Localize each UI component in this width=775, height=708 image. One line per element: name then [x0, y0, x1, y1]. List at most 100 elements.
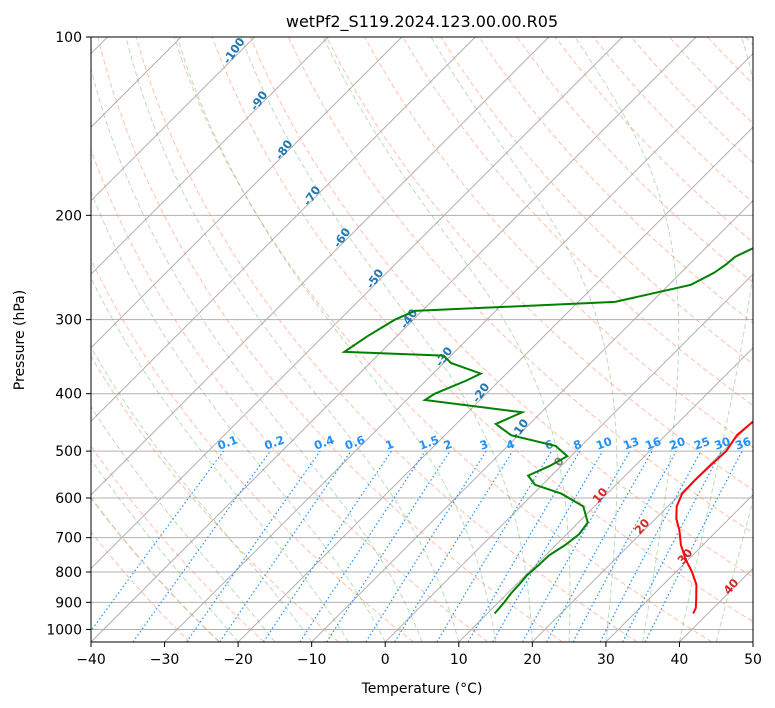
dry-adiabat [516, 37, 753, 284]
mixing-ratio-line [91, 450, 224, 632]
dry-adiabat-label: -80 [272, 137, 295, 162]
dry-adiabat-label: -50 [363, 266, 386, 291]
y-tick-label: 200 [55, 208, 82, 224]
dry-adiabat [364, 37, 753, 449]
x-tick-label: −10 [297, 652, 327, 668]
mixing-ratio-label: 0.6 [343, 433, 367, 453]
isotherm [91, 37, 256, 202]
x-tick-label: −20 [223, 652, 253, 668]
y-axis-label: Pressure (hPa) [12, 290, 28, 390]
y-tick-label: 800 [55, 565, 82, 581]
moist-adiabat-label: 20 [631, 516, 652, 537]
dry-adiabat [91, 445, 265, 642]
profile-lines [341, 247, 753, 615]
mixing-ratio-line [599, 450, 702, 642]
dry-adiabat [211, 37, 753, 623]
dry-adiabat-label: -60 [330, 225, 353, 250]
dry-adiabat [554, 37, 753, 244]
dry-adiabat [97, 37, 563, 642]
mixing-ratio-label: 0.2 [262, 433, 286, 453]
isotherm [91, 37, 550, 496]
y-tick-label: 700 [55, 531, 82, 547]
mixing-ratio-line [467, 450, 581, 642]
moist-adiabat [752, 640, 753, 642]
moist-adiabat [678, 37, 753, 642]
x-tick-label: 50 [744, 652, 762, 668]
temperature-profile [675, 420, 753, 614]
mixing-ratio-line [326, 450, 451, 642]
mixing-ratio-label: 36 [733, 434, 753, 453]
isotherm [605, 494, 753, 642]
dry-adiabat [440, 37, 753, 365]
moist-adiabat [91, 276, 349, 642]
moist-adiabat-label: 40 [720, 576, 741, 597]
moist-adiabat [91, 66, 423, 642]
axis-ticks: −40 −30 −20 −10 0 10 20 30 40 50 1000 900 800 700 600 5… [46, 30, 762, 668]
mixing-ratio-label: 1 [383, 437, 395, 453]
dry-adiabat [478, 37, 753, 324]
dry-adiabat [91, 258, 414, 642]
moist-adiabat [91, 190, 386, 642]
y-tick-label: 600 [55, 491, 82, 507]
x-tick-label: 20 [523, 652, 541, 668]
x-tick-label: 40 [671, 652, 689, 668]
moist-adiabat [91, 405, 276, 642]
dry-adiabat [91, 355, 340, 642]
moist-adiabat-label: 10 [589, 485, 610, 506]
moist-adiabat [91, 458, 239, 642]
mixing-ratio-line [521, 450, 631, 642]
mixing-ratio-line [572, 450, 677, 642]
mixing-ratio-label: 3 [478, 437, 490, 453]
mixing-ratio-label: 10 [594, 434, 614, 453]
mixing-ratio-line [262, 450, 392, 642]
y-tick-label: 400 [55, 387, 82, 403]
x-tick-label: −30 [150, 652, 180, 668]
mixing-ratio-line [436, 450, 553, 642]
isotherm [384, 273, 753, 642]
y-tick-label: 100 [55, 30, 82, 46]
dry-adiabat-label: -90 [247, 88, 270, 113]
mixing-ratio-line [132, 450, 271, 642]
mixing-ratio-label: 1.5 [417, 433, 441, 453]
dry-adiabat [173, 37, 713, 642]
moist-adiabat [176, 37, 497, 642]
mixing-ratio-label: 2 [442, 437, 454, 453]
mixing-ratio-label: 30 [712, 434, 732, 453]
dry-adiabat [745, 37, 753, 46]
mixing-ratio-line [492, 450, 604, 642]
moist-adiabat [430, 37, 618, 642]
moist-adiabat [715, 499, 753, 642]
x-axis-label: Temperature (°C) [361, 681, 483, 697]
mixing-ratio-line [299, 450, 426, 642]
isotherm [91, 37, 329, 275]
dry-adiabat-label: -20 [469, 380, 492, 405]
mixing-ratio-line [219, 450, 352, 642]
isotherm [237, 126, 753, 642]
x-tick-label: 30 [597, 652, 615, 668]
y-tick-label: 900 [55, 595, 82, 611]
isotherm [752, 641, 753, 642]
isotherm [164, 52, 753, 642]
isotherm [458, 347, 753, 642]
line-labels: 0.1 0.2 0.4 0.6 1 1.5 2 3 4 6 8 10 13 16 20 25 30 36-100-… [216, 35, 753, 597]
mixing-ratio-label: 0.4 [312, 433, 336, 453]
dry-adiabat [91, 531, 191, 642]
moist-adiabat [91, 346, 313, 642]
mixing-ratio-line [622, 450, 722, 642]
y-tick-label: 1000 [46, 622, 82, 638]
dry-adiabat-label: -100 [220, 35, 248, 67]
dewpoint-profile [341, 247, 753, 615]
mixing-ratio-line [546, 450, 653, 642]
mixing-ratio-label: 13 [621, 434, 641, 453]
x-tick-label: 10 [450, 652, 468, 668]
moist-adiabat [322, 37, 571, 642]
dry-adiabat [91, 148, 489, 642]
dry-adiabat-label: -70 [300, 183, 323, 208]
x-tick-label: 0 [381, 652, 390, 668]
mixing-ratio-label: 25 [692, 434, 712, 453]
dry-adiabat [249, 37, 753, 578]
mixing-ratio-line [644, 450, 743, 642]
isotherm [91, 37, 697, 642]
y-tick-label: 500 [55, 444, 82, 460]
